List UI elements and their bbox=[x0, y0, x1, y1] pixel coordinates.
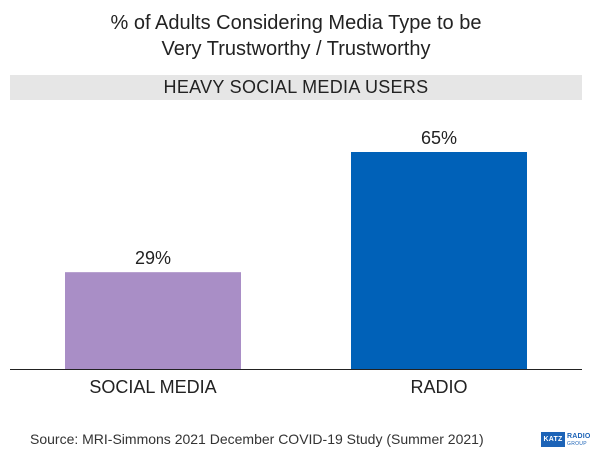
bar-social-media bbox=[65, 272, 241, 369]
logo-box: KATZ bbox=[541, 432, 565, 447]
chart-title-line-2: Very Trustworthy / Trustworthy bbox=[161, 38, 431, 60]
source-note: Source: MRI-Simmons 2021 December COVID-… bbox=[30, 431, 484, 447]
category-label-social-media: SOCIAL MEDIA bbox=[89, 377, 216, 397]
logo-subword: GROUP bbox=[567, 441, 587, 447]
chart-title-line-1: % of Adults Considering Media Type to be bbox=[110, 12, 482, 34]
logo-word: RADIO bbox=[567, 433, 591, 440]
bar-radio bbox=[351, 152, 527, 369]
chart-subtitle-banner: HEAVY SOCIAL MEDIA USERS bbox=[10, 75, 582, 100]
data-label-social-media: 29% bbox=[135, 248, 171, 268]
katz-radio-group-logo: KATZ RADIO GROUP bbox=[541, 432, 591, 456]
data-label-radio: 65% bbox=[421, 128, 457, 148]
category-label-radio: RADIO bbox=[410, 377, 467, 397]
chart-title: % of Adults Considering Media Type to be… bbox=[0, 10, 592, 62]
